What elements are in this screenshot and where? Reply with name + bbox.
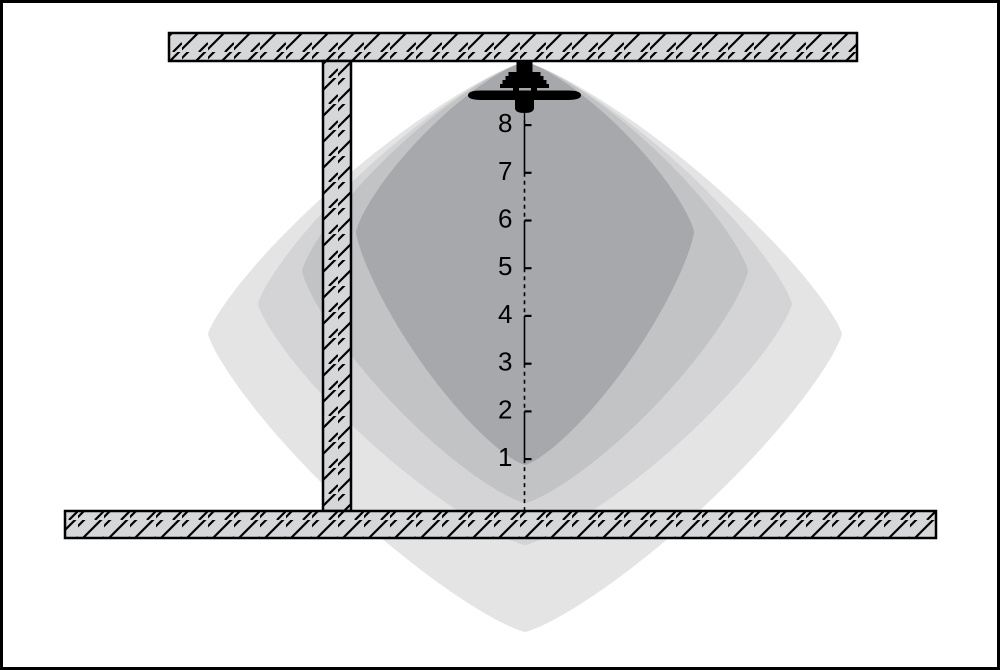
svg-text:6: 6 <box>498 204 512 234</box>
svg-text:4: 4 <box>498 299 512 329</box>
svg-text:5: 5 <box>498 251 512 281</box>
svg-text:1: 1 <box>498 442 512 472</box>
svg-text:2: 2 <box>498 394 512 424</box>
svg-text:3: 3 <box>498 347 512 377</box>
svg-text:8: 8 <box>498 108 512 138</box>
svg-text:7: 7 <box>498 156 512 186</box>
